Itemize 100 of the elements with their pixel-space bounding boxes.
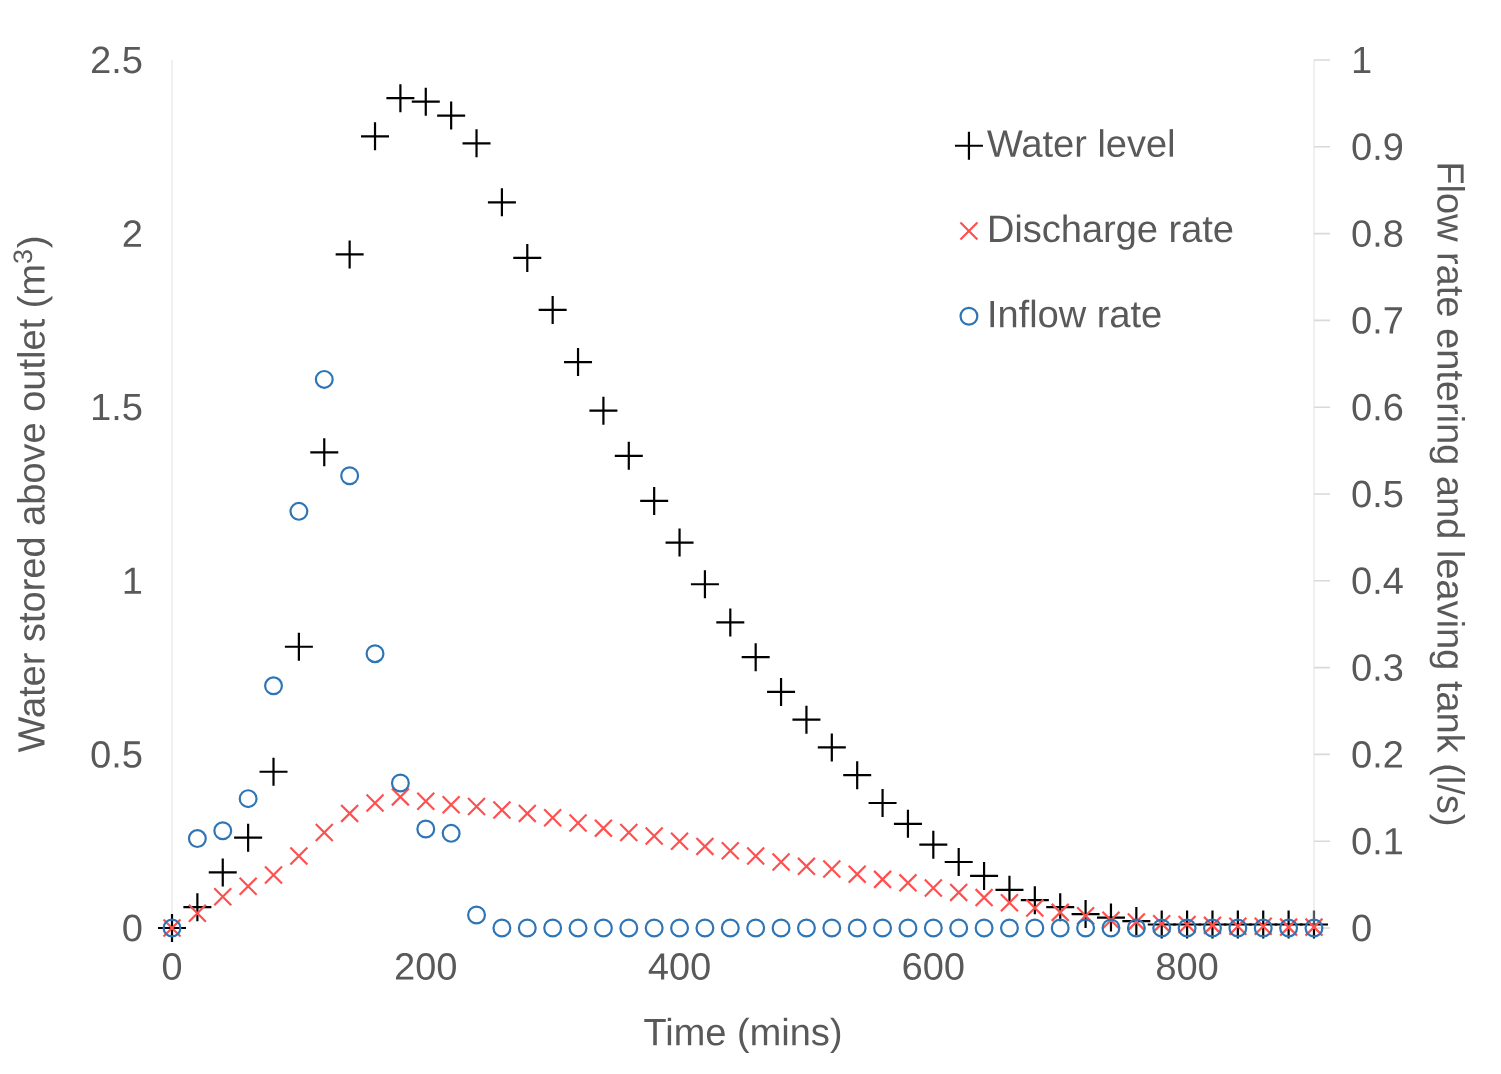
point bbox=[919, 830, 948, 859]
point bbox=[314, 369, 334, 389]
point bbox=[441, 795, 461, 815]
point bbox=[893, 809, 922, 838]
y2-tick-label: 1 bbox=[1353, 46, 1371, 74]
point bbox=[340, 466, 360, 486]
point bbox=[517, 803, 537, 823]
y2-tick-label: 0.7 bbox=[1352, 306, 1402, 334]
y-tick-label: 1 bbox=[124, 567, 142, 594]
x-tick-label: 800 bbox=[1157, 953, 1218, 980]
point bbox=[437, 101, 466, 130]
y2-tick-label: 0.4 bbox=[1352, 567, 1403, 595]
point bbox=[390, 787, 410, 807]
point bbox=[284, 632, 313, 661]
point bbox=[669, 831, 690, 851]
point bbox=[487, 188, 516, 217]
point bbox=[462, 129, 491, 158]
point bbox=[289, 501, 309, 521]
point bbox=[741, 643, 770, 672]
point bbox=[974, 918, 994, 938]
point bbox=[796, 918, 816, 938]
point bbox=[792, 705, 821, 734]
point bbox=[466, 796, 487, 817]
point bbox=[238, 876, 258, 896]
point bbox=[868, 788, 897, 817]
point bbox=[1050, 902, 1070, 922]
point bbox=[1126, 912, 1146, 932]
point bbox=[974, 888, 994, 908]
point bbox=[386, 84, 415, 113]
point bbox=[187, 903, 207, 923]
point bbox=[1076, 906, 1096, 926]
point bbox=[467, 905, 487, 925]
point bbox=[365, 793, 385, 813]
point bbox=[771, 918, 791, 938]
y2-tick-label: 0.5 bbox=[1352, 480, 1403, 508]
point bbox=[543, 808, 563, 828]
point bbox=[767, 677, 796, 706]
point bbox=[817, 733, 846, 762]
point bbox=[543, 918, 563, 938]
y2-tick-label: 0.9 bbox=[1352, 133, 1403, 161]
point bbox=[238, 789, 258, 809]
point bbox=[614, 441, 643, 470]
point bbox=[234, 823, 263, 852]
point bbox=[720, 841, 740, 861]
legend-label: Discharge rate bbox=[990, 214, 1233, 250]
point bbox=[873, 918, 893, 938]
point bbox=[361, 122, 390, 151]
point bbox=[589, 396, 618, 425]
point bbox=[441, 823, 461, 843]
point bbox=[949, 918, 969, 938]
point bbox=[263, 865, 284, 885]
legend-label: Water level bbox=[987, 129, 1173, 158]
point bbox=[568, 918, 588, 938]
point bbox=[187, 829, 207, 849]
point bbox=[746, 918, 766, 938]
point bbox=[416, 791, 436, 811]
point bbox=[644, 918, 664, 938]
y-axis-title: Water stored above outlet (m$^{3}$) bbox=[13, 237, 53, 753]
y2-axis-title: Flow rate entering and leaving tank (l/s) bbox=[1429, 164, 1466, 825]
point bbox=[564, 348, 593, 377]
x-axis-title: Time (mins) bbox=[644, 1017, 841, 1054]
point bbox=[970, 861, 999, 890]
point bbox=[1101, 918, 1121, 938]
point bbox=[1076, 918, 1096, 938]
point bbox=[746, 846, 766, 866]
point bbox=[314, 822, 334, 843]
point bbox=[847, 864, 867, 884]
y-tick-label: 2 bbox=[123, 220, 142, 247]
point bbox=[843, 761, 872, 790]
legend-label: Inflow rate bbox=[990, 299, 1161, 328]
point bbox=[593, 818, 613, 838]
point bbox=[949, 882, 969, 902]
y-tick-label: 0.5 bbox=[91, 740, 142, 768]
point bbox=[898, 918, 918, 938]
point bbox=[822, 859, 842, 879]
x-tick-label: 0 bbox=[162, 953, 182, 980]
point bbox=[644, 826, 664, 846]
point bbox=[771, 852, 791, 872]
y-tick-label: 1.5 bbox=[93, 393, 142, 421]
point bbox=[944, 848, 973, 877]
point bbox=[365, 644, 385, 664]
point bbox=[1025, 898, 1045, 918]
x-tick-label: 400 bbox=[648, 953, 710, 980]
point bbox=[259, 757, 288, 786]
point bbox=[213, 821, 233, 841]
point bbox=[619, 822, 639, 843]
point bbox=[923, 918, 943, 938]
x-tick-label: 600 bbox=[903, 953, 964, 980]
point bbox=[492, 800, 512, 820]
point bbox=[213, 887, 233, 907]
point bbox=[872, 869, 893, 889]
x-tick-label: 200 bbox=[395, 953, 456, 980]
y-tick-label: 2.5 bbox=[92, 46, 142, 74]
point bbox=[619, 918, 639, 938]
point bbox=[716, 608, 745, 637]
y2-tick-label: 0.3 bbox=[1352, 654, 1403, 682]
point bbox=[640, 486, 669, 515]
point bbox=[695, 918, 715, 938]
point bbox=[665, 528, 694, 557]
point bbox=[310, 438, 339, 467]
